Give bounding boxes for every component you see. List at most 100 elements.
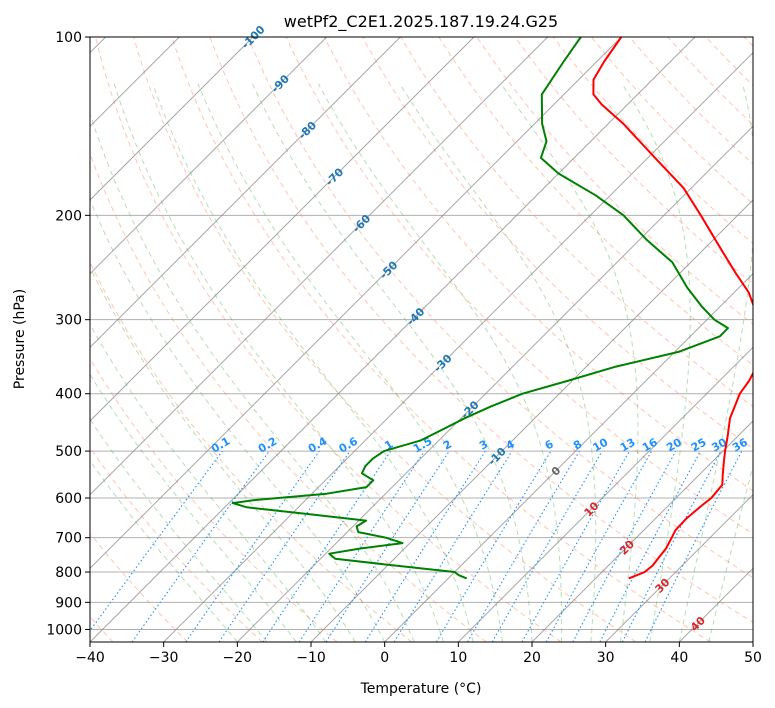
y-tick-label: 1000 (46, 622, 82, 638)
x-tick-label: −40 (75, 650, 105, 666)
moist-adiabat (90, 418, 268, 642)
dry-adiabat (171, 37, 711, 642)
moist-adiabat (90, 266, 356, 642)
mixing-ratio-line (467, 450, 580, 642)
y-tick-label: 400 (55, 387, 82, 403)
mixing-ratio-line (521, 450, 630, 642)
moist-adiabat (90, 198, 386, 642)
moist-adiabat (708, 464, 753, 642)
isotherm (531, 420, 753, 642)
isotherm (90, 37, 622, 570)
isotherm (457, 346, 753, 642)
mixing-ratio-line (90, 450, 223, 632)
x-axis: −40 −30 −20 −10 0 10 20 30 40 50 (75, 642, 762, 666)
isotherm (90, 37, 254, 201)
dry-adiabat (514, 37, 753, 285)
dry-adiabat (209, 37, 753, 623)
isotherm-label: 40 (688, 614, 708, 634)
mixing-ratio-line (644, 450, 743, 642)
temperature-profile (592, 37, 753, 580)
x-tick-label: 30 (597, 650, 615, 666)
isotherm (90, 37, 696, 642)
background-lines (90, 37, 753, 642)
mixing-ratio-label: 2 (441, 438, 454, 453)
isotherm-label: -90 (269, 72, 292, 95)
moist-adiabat (113, 83, 445, 642)
y-tick-label: 600 (55, 491, 82, 507)
isotherm (384, 272, 753, 642)
isotherm (236, 125, 753, 642)
y-tick-label: 900 (55, 595, 82, 611)
isotherm (90, 37, 401, 349)
dry-adiabat (90, 357, 338, 642)
mixing-ratio-line (131, 450, 270, 642)
y-axis-label: Pressure (hPa) (12, 289, 28, 389)
mixing-ratio-label: 1.5 (411, 435, 434, 456)
profile-lines (231, 37, 753, 580)
isotherm (678, 567, 753, 642)
isotherm-label: 0 (549, 464, 564, 479)
y-tick-label: 200 (55, 208, 82, 224)
mixing-ratio-line (393, 450, 513, 642)
dry-adiabat (90, 261, 413, 642)
mixing-ratio-label: 25 (689, 436, 709, 455)
mixing-ratio-label: 4 (504, 437, 517, 452)
isoline-labels: 0.1 0.2 0.4 0.6 1 1.5 2 3 4 6 8 10 13 16 20 25 30 36-100-… (209, 23, 750, 634)
isotherm (163, 51, 753, 642)
mixing-ratio-label: 6 (543, 437, 556, 452)
y-tick-label: 800 (55, 565, 82, 581)
mixing-ratio-line (262, 450, 392, 642)
isotherm (310, 199, 753, 642)
y-axis: 100 200 300 400 500 600 700 800 900 1000 (46, 30, 90, 638)
y-tick-label: 500 (55, 444, 82, 460)
mixing-ratio-line (621, 450, 722, 642)
plot-frame (89, 36, 754, 643)
dry-adiabat (133, 37, 637, 642)
moist-adiabat (399, 83, 597, 642)
dry-adiabat (247, 37, 753, 579)
x-tick-label: −30 (149, 650, 179, 666)
dry-adiabat (90, 152, 487, 642)
mixing-ratio-label: 10 (591, 435, 611, 454)
mixing-ratio-line (435, 450, 552, 642)
mixing-ratio-line (572, 450, 677, 642)
mixing-ratio-line (298, 450, 425, 642)
dry-adiabat (400, 37, 753, 407)
isotherm-label: -80 (296, 119, 319, 142)
mixing-ratio-line (218, 450, 351, 642)
x-tick-label: −20 (223, 650, 253, 666)
mixing-ratio-line (545, 450, 653, 642)
mixing-ratio-label: 36 (730, 435, 750, 454)
dry-adiabat (95, 37, 562, 642)
dry-adiabat (90, 532, 189, 642)
mixing-ratio-line (185, 450, 320, 642)
mixing-ratio-label: 0.2 (256, 435, 279, 456)
moist-adiabat (500, 83, 639, 642)
x-axis-label: Temperature (°C) (360, 681, 482, 697)
x-tick-label: 40 (670, 650, 688, 666)
mixing-ratio-label: 0.6 (337, 434, 361, 455)
dewpoint-profile (231, 37, 729, 580)
isotherm (90, 37, 549, 496)
x-tick-label: 10 (449, 650, 467, 666)
x-tick-label: −10 (296, 650, 326, 666)
y-tick-label: 300 (55, 313, 82, 329)
mixing-ratio-label: 0.4 (306, 434, 330, 455)
y-tick-label: 700 (55, 531, 82, 547)
y-tick-label: 100 (55, 30, 82, 46)
dry-adiabat (743, 37, 753, 47)
moist-adiabat (197, 83, 503, 642)
isotherm (752, 641, 753, 642)
x-tick-label: 50 (744, 650, 762, 666)
moist-adiabat (90, 112, 415, 642)
moist-adiabat (90, 323, 327, 642)
mixing-ratio-label: 3 (477, 438, 490, 453)
dry-adiabat (90, 446, 263, 642)
chart-title: wetPf2_C2E1.2025.187.19.24.G25 (284, 12, 558, 32)
x-tick-label: 20 (523, 650, 541, 666)
isotherm (90, 37, 328, 275)
mixing-ratio-line (325, 450, 450, 642)
x-tick-label: 0 (380, 650, 389, 666)
moist-adiabat (152, 83, 474, 642)
